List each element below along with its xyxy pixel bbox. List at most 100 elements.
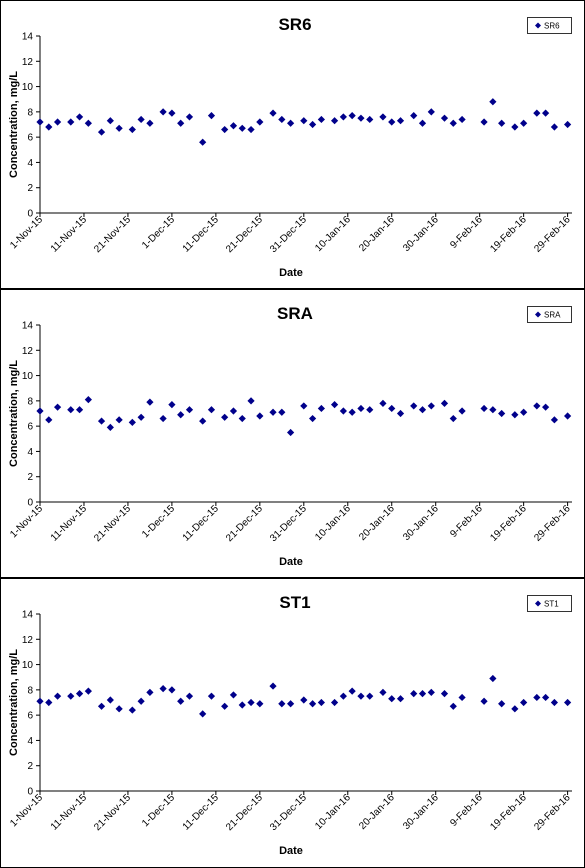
data-point	[440, 114, 449, 122]
data-point	[458, 693, 466, 702]
data-point	[247, 698, 255, 707]
data-point	[550, 698, 559, 707]
data-point	[300, 696, 308, 704]
y-tick-label: 10	[22, 371, 34, 382]
data-point	[308, 700, 317, 708]
y-tick-label: 0	[27, 787, 33, 798]
x-axis-title: Date	[279, 556, 303, 568]
data-point	[427, 108, 435, 116]
data-point	[207, 112, 216, 120]
data-point	[330, 698, 339, 707]
data-point	[36, 697, 44, 705]
data-point	[106, 696, 114, 704]
data-point	[137, 413, 145, 421]
data-point	[458, 407, 466, 415]
y-tick-label: 8	[27, 107, 33, 118]
legend: ST1	[527, 595, 572, 612]
y-tick-label: 0	[27, 209, 33, 220]
data-point	[348, 112, 356, 120]
data-point	[480, 697, 488, 705]
y-tick-label: 4	[27, 158, 33, 169]
x-axis-title: Date	[279, 267, 303, 279]
data-point	[418, 406, 427, 414]
data-point	[396, 117, 405, 125]
data-point	[137, 115, 145, 124]
data-point	[418, 119, 427, 127]
data-point	[229, 407, 238, 415]
data-point	[542, 109, 550, 117]
data-point	[84, 119, 92, 127]
legend-marker	[535, 311, 541, 318]
data-point	[317, 404, 325, 413]
data-point	[269, 109, 277, 117]
data-point	[53, 118, 62, 126]
legend-box	[527, 595, 572, 612]
data-point	[410, 112, 418, 120]
data-point	[159, 108, 167, 116]
y-tick-label: 2	[27, 472, 33, 483]
data-point	[449, 119, 457, 127]
data-point	[75, 113, 84, 121]
data-point	[489, 674, 497, 683]
y-tick-label: 12	[22, 57, 34, 68]
y-tick-label: 6	[27, 133, 33, 144]
data-point	[115, 416, 123, 424]
chart-panel-2: SRA 0 2 4 6 8 10 12 14 1-Nov-15 11-Nov-15 21-Nov-15…	[0, 289, 585, 578]
chart-title: ST1	[279, 593, 310, 612]
data-point	[564, 120, 572, 129]
data-point	[229, 122, 238, 130]
data-point	[357, 692, 365, 700]
data-point	[128, 125, 136, 134]
data-point	[498, 700, 506, 708]
data-point	[278, 115, 286, 124]
chart-panel-3: ST1 0 2 4 6 8 10 12 14 1-Nov-15 11-Nov-15 21-Nov-15…	[0, 578, 585, 868]
y-tick-label: 2	[27, 761, 33, 772]
legend-label: SRA	[544, 311, 561, 320]
panel-border	[0, 0, 585, 289]
y-tick-label: 8	[27, 396, 33, 407]
y-tick-label: 2	[27, 183, 33, 194]
data-point	[300, 117, 308, 125]
data-point	[106, 117, 114, 125]
data-point	[564, 698, 572, 707]
y-tick-label: 12	[22, 346, 34, 357]
y-axis-title: Concentration, mg/L	[8, 360, 20, 467]
data-point	[533, 109, 541, 117]
data-point	[388, 404, 396, 413]
y-tick-label: 4	[27, 447, 33, 458]
data-point	[348, 408, 356, 416]
y-tick-label: 14	[22, 321, 34, 332]
data-point	[256, 700, 264, 708]
data-point	[396, 409, 405, 418]
data-point	[366, 115, 374, 124]
x-axis-title: Date	[279, 845, 303, 857]
data-point	[97, 128, 106, 136]
data-point	[388, 695, 396, 703]
data-point	[177, 119, 185, 127]
data-point	[339, 113, 347, 121]
legend-box	[527, 306, 572, 323]
data-point	[480, 118, 488, 126]
legend-label: ST1	[544, 600, 559, 609]
data-point	[489, 98, 497, 106]
data-point	[287, 428, 295, 437]
legend: SR6	[527, 17, 572, 34]
data-point	[238, 124, 246, 132]
y-tick-label: 8	[27, 685, 33, 696]
data-point	[269, 408, 277, 416]
data-point	[177, 411, 185, 419]
y-tick-label: 4	[27, 736, 33, 747]
data-point	[498, 409, 506, 418]
data-point	[256, 412, 264, 420]
data-point	[520, 119, 528, 127]
data-point	[137, 697, 145, 705]
data-point	[498, 119, 506, 127]
data-point	[185, 113, 194, 121]
data-point	[564, 412, 572, 420]
data-point	[278, 408, 286, 416]
y-axis-title: Concentration, mg/L	[8, 71, 20, 178]
